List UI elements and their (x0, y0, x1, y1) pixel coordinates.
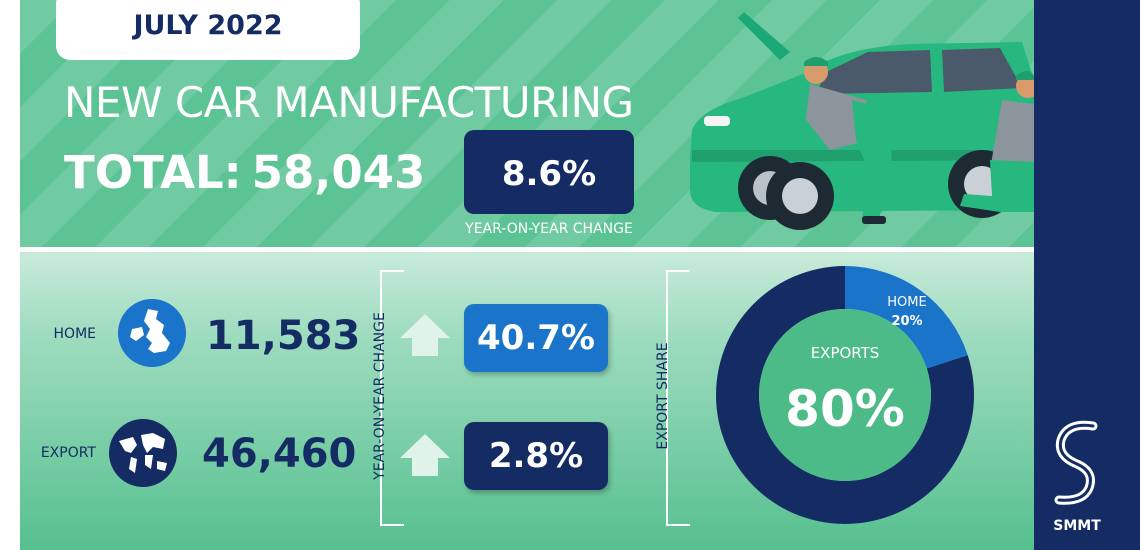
export-label: EXPORT (40, 445, 96, 461)
share-bracket (666, 270, 690, 526)
page-title: NEW CAR MANUFACTURING (64, 78, 634, 127)
yoy-vertical-label: YEAR-ON-YEAR CHANGE (372, 312, 388, 480)
total-yoy-badge: 8.6% (464, 130, 634, 214)
total-line: TOTAL: 58,043 (64, 146, 425, 199)
home-change-value: 40.7% (477, 318, 595, 358)
yoy-bracket (380, 270, 404, 526)
date-label: JULY 2022 (133, 10, 283, 41)
infographic-panel: JULY 2022 NEW CAR MANUFACTURING TOTAL: 58… (20, 0, 1034, 550)
home-volume: 11,583 (206, 313, 361, 359)
home-change-badge: 40.7% (464, 304, 608, 372)
total-label: TOTAL: (64, 146, 242, 199)
total-value: 58,043 (251, 146, 426, 199)
mechanic-figure (804, 57, 892, 224)
world-map-icon (109, 419, 177, 487)
up-arrow-icon (400, 314, 450, 356)
date-badge: JULY 2022 (56, 0, 360, 60)
section-divider (20, 247, 1034, 252)
exports-slice-label: EXPORTS (811, 344, 880, 362)
export-change-badge: 2.8% (464, 422, 608, 490)
smmt-wordmark: SMMT (1053, 518, 1101, 534)
export-volume: 46,460 (202, 431, 357, 477)
car-mechanics-illustration (690, 12, 1034, 230)
total-yoy-caption: YEAR-ON-YEAR CHANGE (465, 221, 633, 237)
up-arrow-icon (400, 434, 450, 476)
brand-strip (1034, 0, 1140, 550)
home-label: HOME (53, 326, 96, 342)
share-vertical-label: EXPORT SHARE (655, 342, 671, 450)
donut-slice-home (845, 266, 968, 369)
donut-slice-exports (716, 266, 974, 524)
uk-map-icon (118, 299, 186, 367)
mechanic-figure (960, 71, 1034, 212)
total-yoy-value: 8.6% (501, 154, 597, 194)
export-share-donut: EXPORTS 80% HOME 20% (716, 266, 974, 524)
export-change-value: 2.8% (488, 436, 584, 476)
exports-slice-value: 80% (785, 380, 905, 438)
smmt-logo-icon (1054, 420, 1098, 505)
home-slice-value: 20% (891, 314, 922, 329)
donut-hole (759, 309, 931, 481)
home-slice-label: HOME (887, 295, 926, 310)
